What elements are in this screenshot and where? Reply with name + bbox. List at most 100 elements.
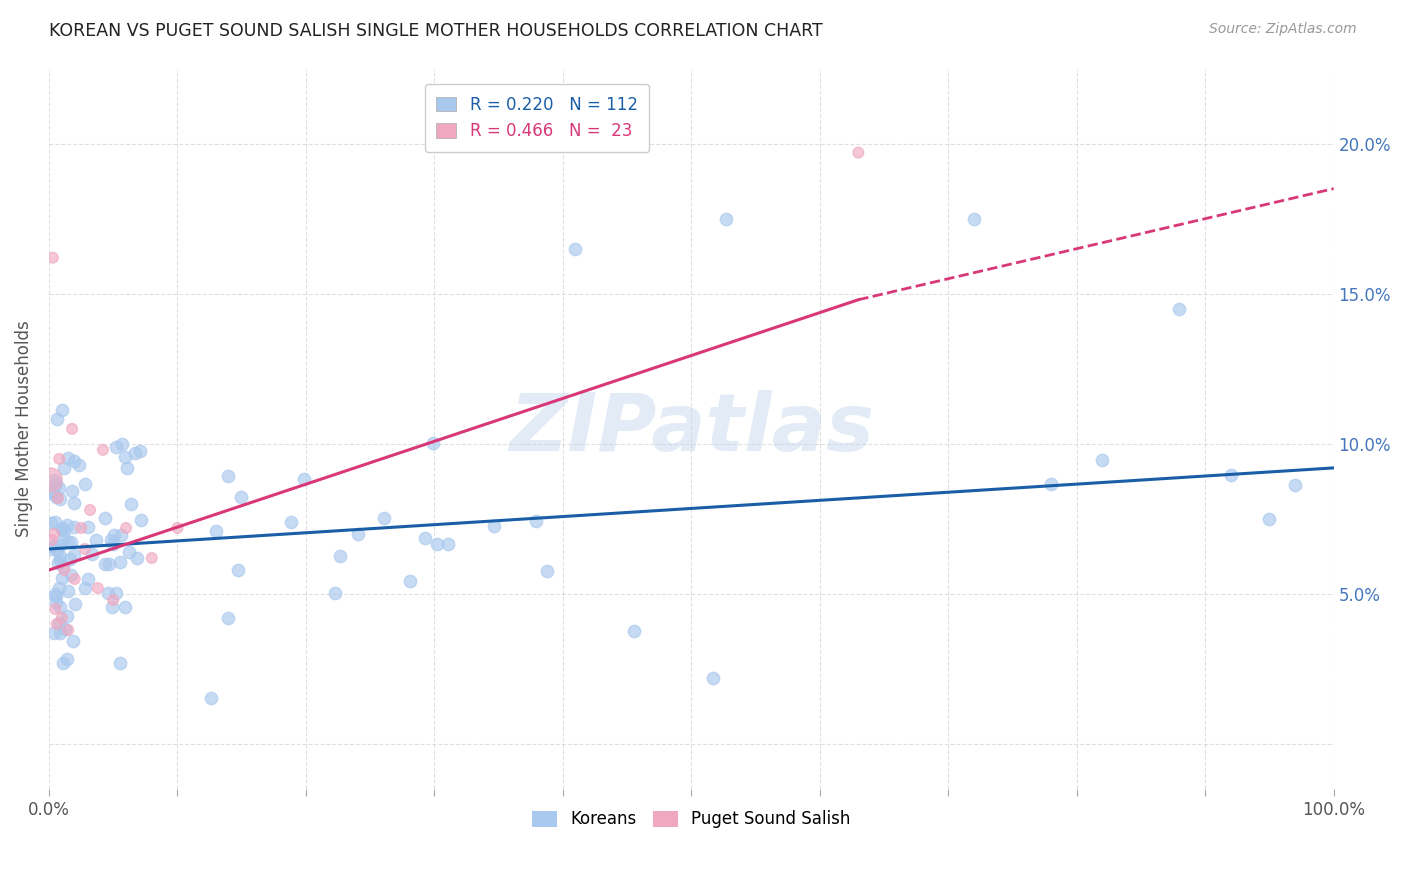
- Point: [104, 441, 127, 455]
- Point: [49, 553, 72, 567]
- Point: [125, 550, 148, 565]
- Point: [101, 599, 124, 614]
- Point: [623, 624, 645, 639]
- Point: [347, 527, 370, 541]
- Point: [714, 211, 737, 226]
- Point: [63, 496, 86, 510]
- Text: Source: ZipAtlas.com: Source: ZipAtlas.com: [1209, 22, 1357, 37]
- Point: [524, 515, 547, 529]
- Point: [52, 559, 75, 574]
- Point: [48, 481, 70, 495]
- Point: [217, 469, 239, 483]
- Point: [53, 531, 76, 545]
- Point: [118, 545, 141, 559]
- Point: [426, 537, 449, 551]
- Point: [63, 597, 86, 611]
- Point: [1258, 512, 1281, 526]
- Point: [45, 595, 67, 609]
- Point: [75, 581, 97, 595]
- Point: [67, 458, 90, 473]
- Point: [91, 442, 114, 457]
- Point: [60, 568, 83, 582]
- Point: [84, 533, 107, 548]
- Point: [53, 622, 76, 636]
- Point: [42, 527, 65, 541]
- Point: [39, 516, 62, 531]
- Point: [59, 535, 82, 549]
- Point: [52, 524, 75, 539]
- Point: [101, 537, 124, 551]
- Point: [564, 242, 586, 256]
- Point: [46, 412, 69, 426]
- Point: [39, 541, 62, 556]
- Point: [87, 581, 110, 595]
- Point: [51, 403, 73, 417]
- Point: [702, 671, 724, 685]
- Point: [217, 611, 239, 625]
- Point: [79, 503, 101, 517]
- Point: [115, 460, 138, 475]
- Point: [52, 656, 75, 670]
- Point: [45, 477, 67, 491]
- Point: [373, 510, 395, 524]
- Point: [56, 518, 79, 533]
- Point: [1219, 467, 1241, 482]
- Point: [53, 563, 76, 577]
- Point: [1091, 452, 1114, 467]
- Point: [226, 563, 249, 577]
- Point: [51, 571, 73, 585]
- Point: [110, 656, 132, 670]
- Point: [46, 543, 69, 558]
- Point: [56, 608, 79, 623]
- Point: [98, 557, 121, 571]
- Point: [436, 537, 458, 551]
- Point: [42, 486, 65, 500]
- Point: [103, 528, 125, 542]
- Point: [110, 528, 132, 542]
- Point: [846, 145, 869, 160]
- Text: ZIPatlas: ZIPatlas: [509, 390, 873, 468]
- Point: [70, 521, 93, 535]
- Point: [48, 491, 70, 506]
- Point: [58, 623, 80, 637]
- Point: [128, 443, 150, 458]
- Point: [56, 583, 79, 598]
- Point: [48, 599, 70, 614]
- Point: [59, 551, 82, 566]
- Point: [62, 549, 84, 563]
- Point: [97, 586, 120, 600]
- Point: [49, 549, 72, 564]
- Point: [46, 491, 69, 505]
- Point: [93, 511, 115, 525]
- Point: [482, 518, 505, 533]
- Point: [536, 564, 558, 578]
- Point: [280, 515, 302, 529]
- Text: KOREAN VS PUGET SOUND SALISH SINGLE MOTHER HOUSEHOLDS CORRELATION CHART: KOREAN VS PUGET SOUND SALISH SINGLE MOTH…: [49, 22, 823, 40]
- Point: [60, 422, 83, 436]
- Point: [42, 251, 65, 265]
- Point: [329, 549, 352, 563]
- Point: [141, 551, 163, 566]
- Point: [100, 533, 122, 547]
- Point: [1284, 478, 1306, 492]
- Point: [63, 454, 86, 468]
- Point: [42, 626, 65, 640]
- Point: [73, 541, 96, 556]
- Point: [124, 446, 146, 460]
- Point: [114, 450, 136, 464]
- Point: [51, 522, 73, 536]
- Point: [46, 556, 69, 570]
- Point: [63, 572, 86, 586]
- Y-axis label: Single Mother Households: Single Mother Households: [15, 320, 32, 537]
- Point: [56, 534, 79, 549]
- Point: [129, 513, 152, 527]
- Point: [115, 521, 138, 535]
- Point: [60, 484, 83, 499]
- Point: [422, 436, 444, 450]
- Point: [120, 497, 142, 511]
- Point: [103, 593, 125, 607]
- Point: [325, 586, 347, 600]
- Point: [45, 589, 67, 603]
- Point: [93, 557, 115, 571]
- Point: [41, 485, 63, 500]
